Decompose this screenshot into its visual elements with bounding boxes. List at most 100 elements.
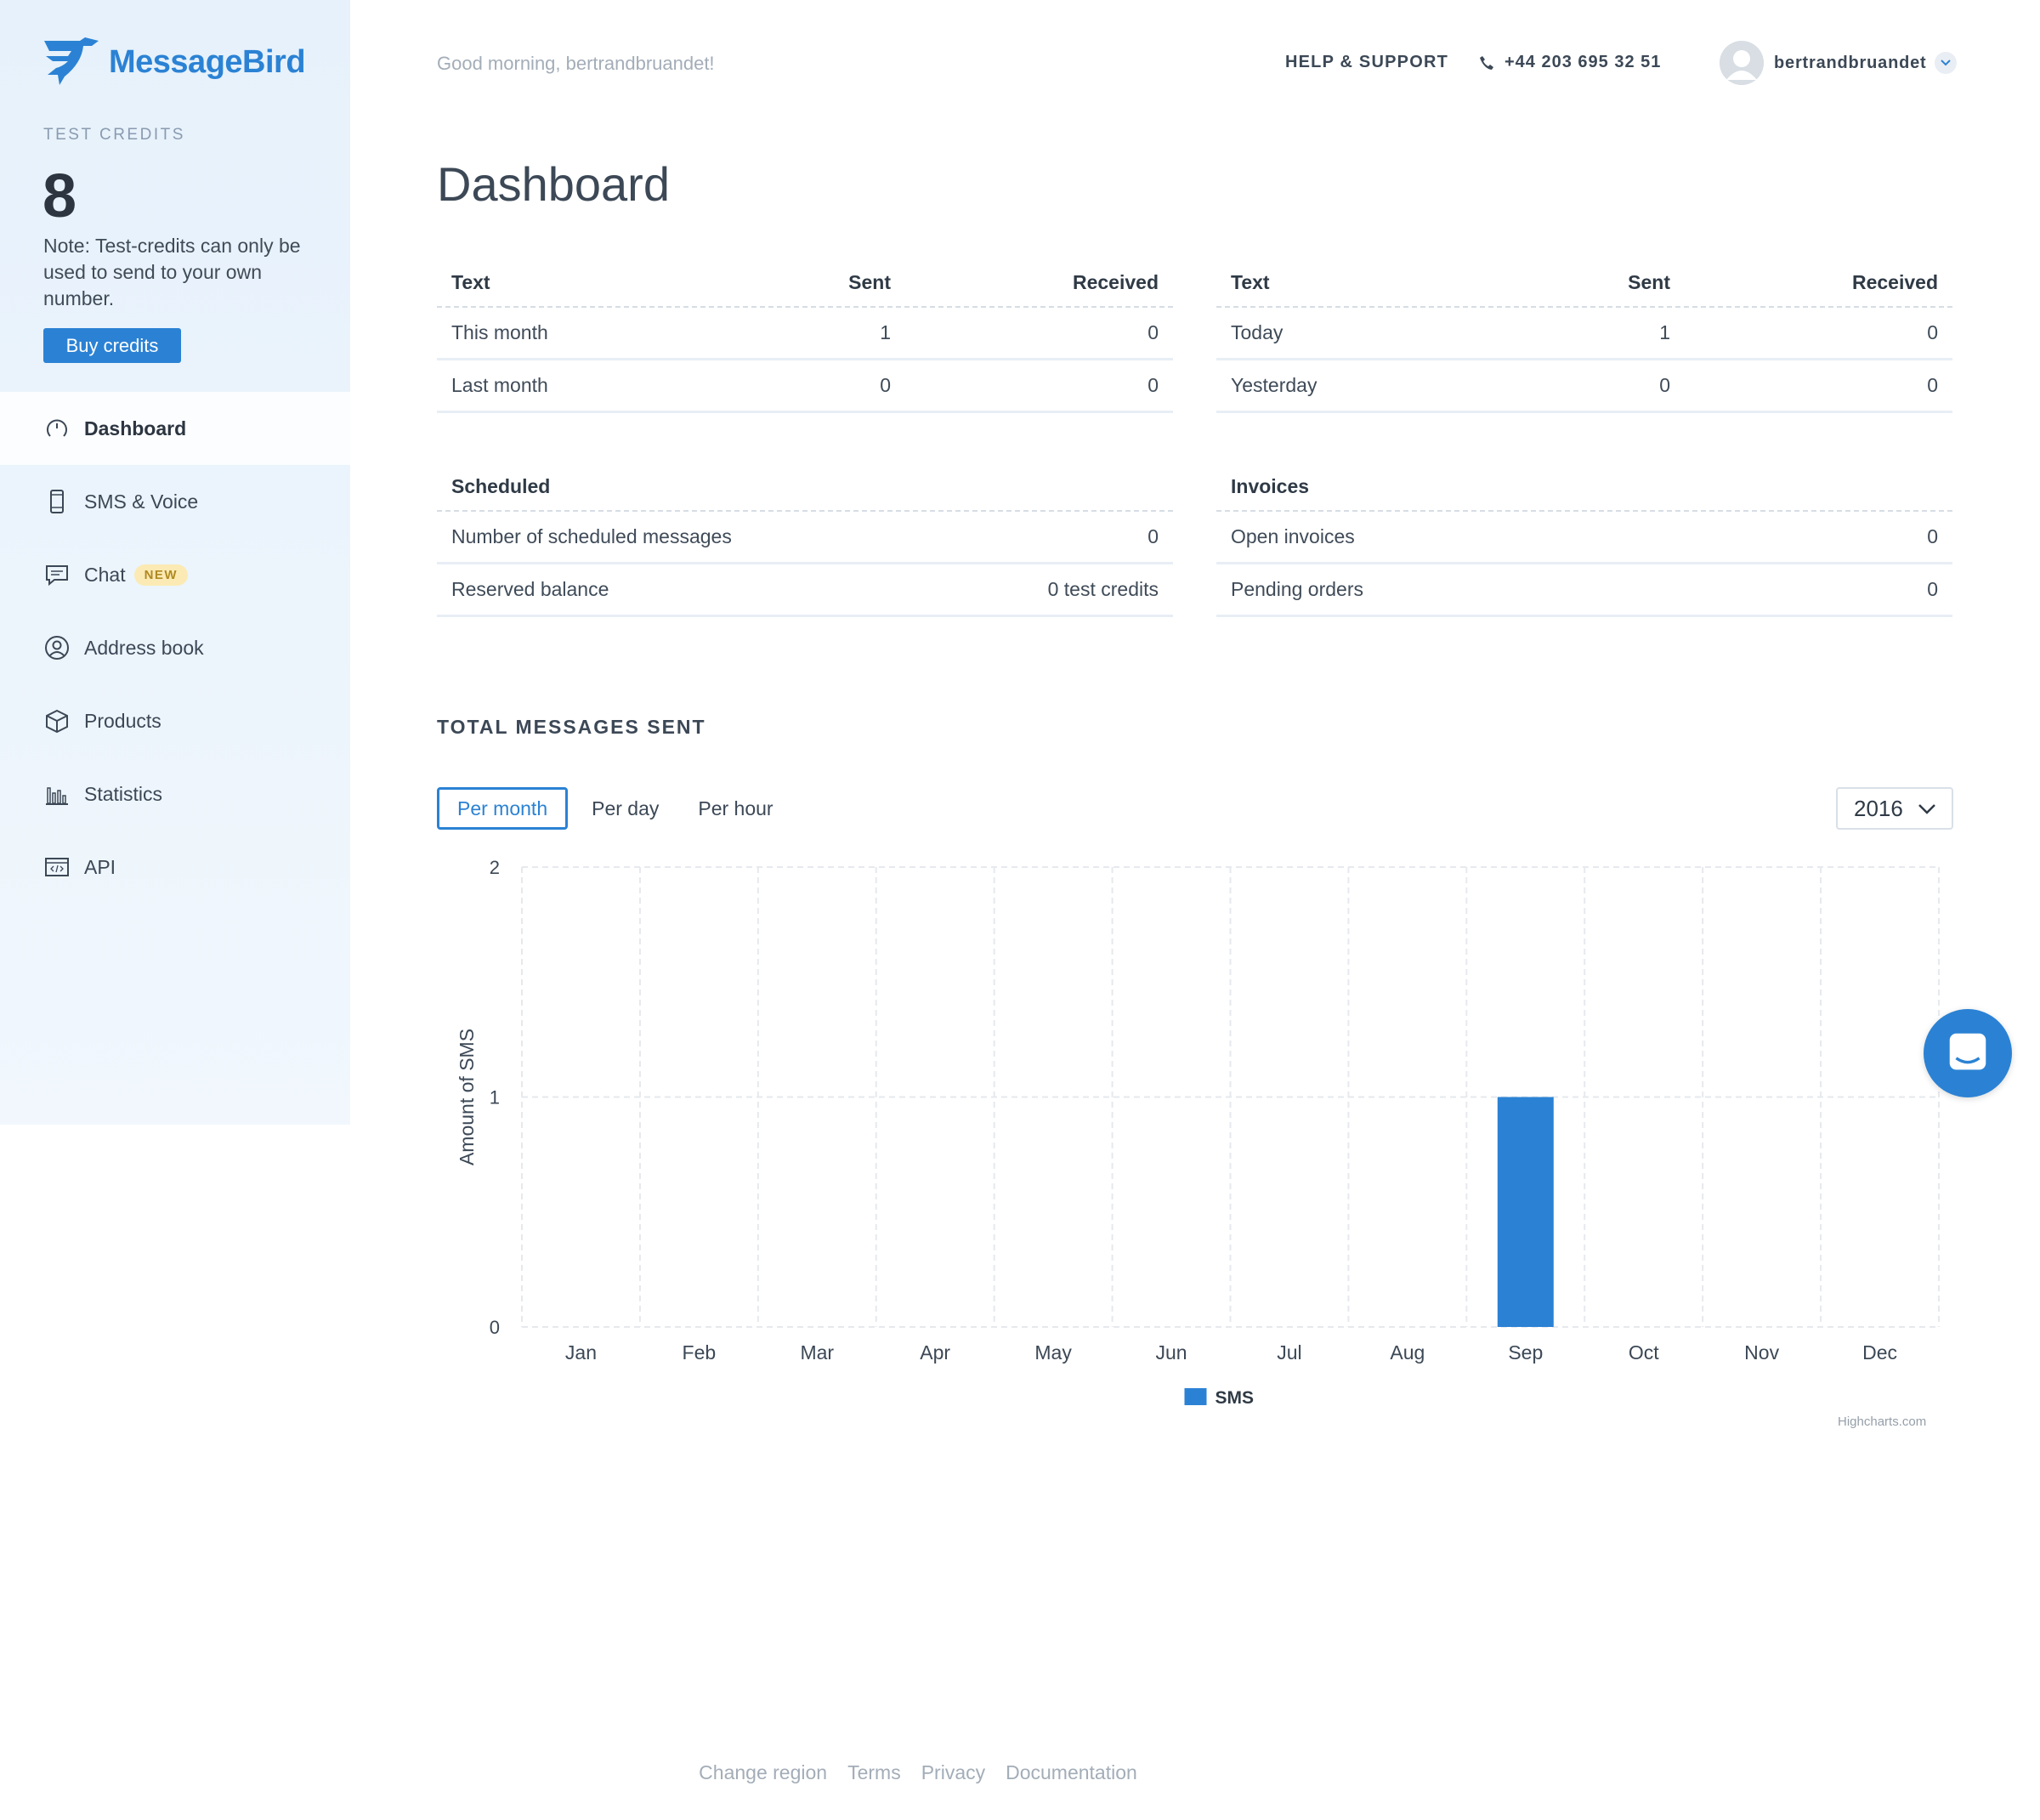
sidebar-item-sms-voice[interactable]: SMS & Voice xyxy=(0,465,350,538)
chat-launcher-icon xyxy=(1949,1033,1986,1070)
x-tick-label: Oct xyxy=(1629,1341,1659,1364)
row-label: Number of scheduled messages xyxy=(451,525,732,547)
x-tick-label: Nov xyxy=(1744,1341,1779,1364)
received-count: 0 xyxy=(1927,321,1938,343)
greeting-text: Good morning, bertrandbruandet! xyxy=(437,53,715,74)
test-credits-label: TEST CREDITS xyxy=(43,126,185,144)
bird-logo-icon xyxy=(44,37,99,85)
tab-per-hour[interactable]: Per hour xyxy=(698,797,774,819)
box-icon xyxy=(42,706,71,735)
received-count: 0 xyxy=(1148,321,1159,343)
x-tick-label: Sep xyxy=(1508,1341,1543,1364)
phone-device-icon xyxy=(42,487,71,516)
row-label: This month xyxy=(451,321,548,343)
sidebar-item-chat[interactable]: Chat NEW xyxy=(0,538,350,611)
row-value: 0 xyxy=(1148,525,1159,547)
chat-bubble-icon xyxy=(42,560,71,589)
table-header: Text Sent Received xyxy=(1216,258,1952,308)
username: bertrandbruandet xyxy=(1774,53,1927,72)
row-label: Yesterday xyxy=(1231,374,1318,396)
sidebar-item-statistics[interactable]: Statistics xyxy=(0,757,350,831)
sent-count: 0 xyxy=(880,374,891,396)
sidebar-item-label: SMS & Voice xyxy=(84,490,199,513)
buy-credits-button[interactable]: Buy credits xyxy=(43,328,181,363)
sent-count: 1 xyxy=(880,321,891,343)
user-menu[interactable]: bertrandbruandet xyxy=(1720,41,1958,85)
footer-link-documentation[interactable]: Documentation xyxy=(1006,1761,1137,1783)
chat-widget-button[interactable] xyxy=(1924,1009,2012,1097)
received-count: 0 xyxy=(1927,374,1938,396)
sidebar-item-products[interactable]: Products xyxy=(0,684,350,757)
sidebar-item-dashboard[interactable]: Dashboard xyxy=(0,392,350,465)
test-credits-value: 8 xyxy=(42,162,77,230)
table-row: Open invoices 0 xyxy=(1216,512,1952,564)
bar-sep xyxy=(1497,1097,1554,1327)
sidebar-item-label: Chat xyxy=(84,563,126,586)
bar-chart-icon xyxy=(42,780,71,808)
x-tick-label: Aug xyxy=(1390,1341,1425,1364)
footer-link-terms[interactable]: Terms xyxy=(847,1761,901,1783)
gauge-icon xyxy=(42,414,71,443)
x-tick-label: Jan xyxy=(565,1341,597,1364)
sidebar-item-address-book[interactable]: Address book xyxy=(0,611,350,684)
chart-period-tabs: Per month Per day Per hour xyxy=(437,787,793,830)
chevron-down-icon[interactable] xyxy=(1935,52,1958,74)
sidebar-item-label: Dashboard xyxy=(84,417,187,439)
y-tick-label: 0 xyxy=(490,1317,500,1338)
column-header: Sent xyxy=(1628,270,1670,293)
table-row: Reserved balance 0 test credits xyxy=(437,564,1173,617)
phone-icon xyxy=(1480,55,1493,70)
table-header: Text Sent Received xyxy=(437,258,1173,308)
invoices-table: Invoices Open invoices 0 Pending orders … xyxy=(1216,462,1952,617)
received-count: 0 xyxy=(1148,374,1159,396)
tab-per-month[interactable]: Per month xyxy=(437,787,569,830)
highcharts-credit[interactable]: Highcharts.com xyxy=(1838,1415,1927,1429)
scheduled-table: Scheduled Number of scheduled messages 0… xyxy=(437,462,1173,617)
x-tick-label: Jun xyxy=(1155,1341,1187,1364)
table-header: Scheduled xyxy=(437,462,1173,512)
row-value: 0 xyxy=(1927,525,1938,547)
y-tick-label: 2 xyxy=(490,857,500,878)
table-row: This month 1 0 xyxy=(437,308,1173,360)
table-header: Invoices xyxy=(1216,462,1952,512)
support-phone[interactable]: +44 203 695 32 51 xyxy=(1479,53,1661,72)
row-value: 0 test credits xyxy=(1047,578,1159,600)
phone-number: +44 203 695 32 51 xyxy=(1504,53,1662,71)
sent-count: 1 xyxy=(1659,321,1670,343)
footer: Change region Terms Privacy Documentatio… xyxy=(0,1761,1938,1784)
footer-link-privacy[interactable]: Privacy xyxy=(921,1761,986,1783)
row-label: Last month xyxy=(451,374,548,396)
monthly-messages-table: Text Sent Received This month 1 0 Last m… xyxy=(437,258,1173,413)
messages-bar-chart: 0 1 2 Amount of SMS Jan Feb Mar Apr May Jun Jul Aug… xyxy=(456,857,1940,1408)
x-tick-label: Jul xyxy=(1277,1341,1301,1364)
help-support-link[interactable]: HELP & SUPPORT xyxy=(1285,53,1449,71)
messagebird-logo[interactable]: MessageBird xyxy=(42,37,306,87)
sidebar-nav: Dashboard SMS & Voice Chat NEW Address b… xyxy=(0,392,350,904)
row-value: 0 xyxy=(1927,578,1938,600)
code-window-icon xyxy=(42,853,71,882)
footer-link-change-region[interactable]: Change region xyxy=(699,1761,828,1783)
test-credits-note: Note: Test-credits can only be used to s… xyxy=(43,235,301,309)
year-value: 2016 xyxy=(1854,795,1903,821)
row-label: Open invoices xyxy=(1231,525,1355,547)
sidebar-item-label: Products xyxy=(84,709,162,732)
column-header: Scheduled xyxy=(451,474,551,497)
table-row: Number of scheduled messages 0 xyxy=(437,512,1173,564)
legend-swatch xyxy=(1184,1388,1207,1405)
table-row: Today 1 0 xyxy=(1216,308,1952,360)
daily-messages-table: Text Sent Received Today 1 0 Yesterday 0… xyxy=(1216,258,1952,413)
sidebar-item-label: Statistics xyxy=(84,782,163,805)
contact-icon xyxy=(42,633,71,662)
x-tick-label: Mar xyxy=(800,1341,834,1364)
sidebar-item-api[interactable]: API xyxy=(0,831,350,904)
chevron-down-icon xyxy=(1918,804,1935,814)
tab-per-day[interactable]: Per day xyxy=(592,797,660,819)
column-header: Text xyxy=(451,270,490,293)
sidebar-item-label: Address book xyxy=(84,636,204,659)
column-header: Received xyxy=(1851,270,1938,293)
x-tick-label: Apr xyxy=(920,1341,950,1364)
year-select[interactable]: 2016 xyxy=(1836,787,1953,830)
x-tick-label: May xyxy=(1034,1341,1072,1364)
table-row: Last month 0 0 xyxy=(437,360,1173,413)
sidebar: MessageBird TEST CREDITS 8 Note: Test-cr… xyxy=(0,0,350,1125)
